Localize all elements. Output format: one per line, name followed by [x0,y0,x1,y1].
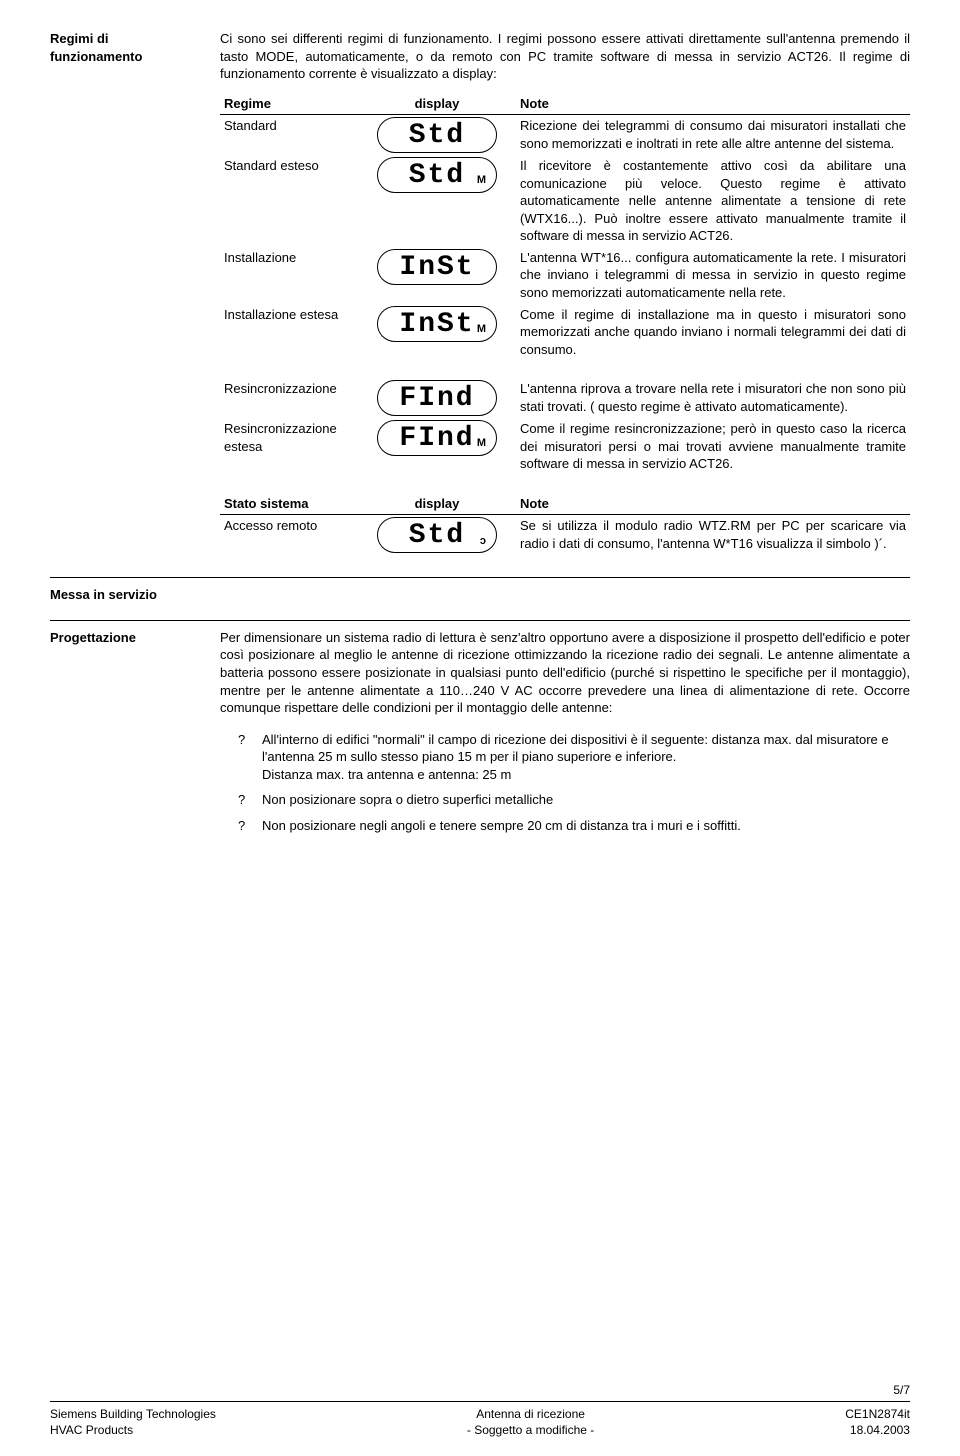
th-display: display [358,493,516,515]
regime-label: Standard [220,115,358,156]
divider [50,620,910,621]
lcd-icon: FInd M [377,420,497,456]
note-text: Il ricevitore è costantemente attivo cos… [516,155,910,247]
footer-center: Antenna di ricezione - Soggetto a modifi… [467,1406,594,1438]
page-number: 5/7 [50,1382,910,1398]
regime-label: Installazione [220,247,358,304]
footer-right-2: 18.04.2003 [845,1422,910,1438]
th-note: Note [516,493,910,515]
spacer [220,360,910,378]
regime-label: Resincronizzazione [220,378,358,418]
table-row: Resincronizzazione FInd L'antenna riprov… [220,378,910,418]
intro-text: Ci sono sei differenti regimi di funzion… [220,30,910,83]
lcd-icon: InSt [377,249,497,285]
footer-center-1: Antenna di ricezione [467,1406,594,1422]
footer-left-1: Siemens Building Technologies [50,1406,216,1422]
lcd-icon: Std [377,117,497,153]
regime-table: Regime display Note Standard Std Ricezio… [220,93,910,493]
intro-col: Ci sono sei differenti regimi di funzion… [220,30,910,555]
section-title-messa: Messa in servizio [50,586,910,604]
note-text: Come il regime di installazione ma in qu… [516,304,910,361]
table-row: Standard esteso Std M Il ricevitore è co… [220,155,910,247]
spacer [220,475,910,493]
table-row: Standard Std Ricezione dei telegrammi di… [220,115,910,156]
lcd-icon: FInd [377,380,497,416]
lcd-sub: M [477,173,486,188]
regime-label: Resincronizzazione estesa [220,418,358,475]
table-row: Installazione estesa InSt M Come il regi… [220,304,910,361]
lcd-text: Std [409,120,465,151]
left-heading-line2: funzionamento [50,48,200,66]
page: Regimi di funzionamento Ci sono sei diff… [0,0,960,1456]
display-cell: Std M [358,155,516,247]
top-section: Regimi di funzionamento Ci sono sei diff… [50,30,910,555]
th-regime: Regime [220,93,358,115]
display-cell: InSt [358,247,516,304]
lcd-icon: Std ɔ [377,517,497,553]
footer: 5/7 Siemens Building Technologies HVAC P… [50,1382,910,1438]
lcd-text: Std [409,160,465,191]
divider [50,577,910,578]
footer-center-2: - Soggetto a modifiche - [467,1422,594,1438]
display-cell: FInd [358,378,516,418]
left-heading-line1: Regimi di [50,30,200,48]
footer-right-1: CE1N2874it [845,1406,910,1422]
note-text: Come il regime resincronizzazione; però … [516,418,910,475]
table-row: Resincronizzazione estesa FInd M Come il… [220,418,910,475]
bullet-mark: ? [238,791,250,809]
th-note: Note [516,93,910,115]
table-header-row: Regime display Note [220,93,910,115]
progettazione-row: Progettazione Per dimensionare un sistem… [50,629,910,842]
table-row: Installazione InSt L'antenna WT*16... co… [220,247,910,304]
bullet-text: Non posizionare sopra o dietro superfici… [262,791,553,809]
display-cell: Std ɔ [358,515,516,556]
bullet-mark: ? [238,731,250,784]
regime-label: Accesso remoto [220,515,358,556]
stato-table: Stato sistema display Note Accesso remot… [220,493,910,556]
display-cell: FInd M [358,418,516,475]
footer-left-2: HVAC Products [50,1422,216,1438]
lcd-sub: M [477,436,486,451]
note-text: L'antenna riprova a trovare nella rete i… [516,378,910,418]
display-cell: Std [358,115,516,156]
lcd-text: FInd [399,423,474,454]
lcd-sub: M [477,322,486,337]
list-item: ? Non posizionare negli angoli e tenere … [238,817,910,835]
footer-left: Siemens Building Technologies HVAC Produ… [50,1406,216,1438]
note-text: Se si utilizza il modulo radio WTZ.RM pe… [516,515,910,556]
table-row: Accesso remoto Std ɔ Se si utilizza il m… [220,515,910,556]
table-header-row: Stato sistema display Note [220,493,910,515]
note-text: L'antenna WT*16... configura automaticam… [516,247,910,304]
list-item: ? All'interno di edifici "normali" il ca… [238,731,910,784]
th-display: display [358,93,516,115]
lcd-text: FInd [399,383,474,414]
lcd-icon: Std M [377,157,497,193]
bullet-text: All'interno di edifici "normali" il camp… [262,731,910,784]
regime-label: Standard esteso [220,155,358,247]
display-cell: InSt M [358,304,516,361]
lcd-sub: ɔ [480,534,486,549]
progettazione-label: Progettazione [50,629,200,842]
lcd-icon: InSt M [377,306,497,342]
footer-divider [50,1401,910,1402]
lcd-text: Std [409,520,465,551]
design-body-text: Per dimensionare un sistema radio di let… [220,629,910,717]
bullet-list: ? All'interno di edifici "normali" il ca… [220,731,910,835]
list-item: ? Non posizionare sopra o dietro superfi… [238,791,910,809]
bullet-mark: ? [238,817,250,835]
footer-right: CE1N2874it 18.04.2003 [845,1406,910,1438]
bullet-text: Non posizionare negli angoli e tenere se… [262,817,741,835]
left-heading: Regimi di funzionamento [50,30,200,555]
regime-label: Installazione estesa [220,304,358,361]
footer-columns: Siemens Building Technologies HVAC Produ… [50,1406,910,1438]
note-text: Ricezione dei telegrammi di consumo dai … [516,115,910,156]
lcd-text: InSt [399,252,474,283]
th-regime: Stato sistema [220,493,358,515]
progettazione-body: Per dimensionare un sistema radio di let… [220,629,910,842]
lcd-text: InSt [399,309,474,340]
